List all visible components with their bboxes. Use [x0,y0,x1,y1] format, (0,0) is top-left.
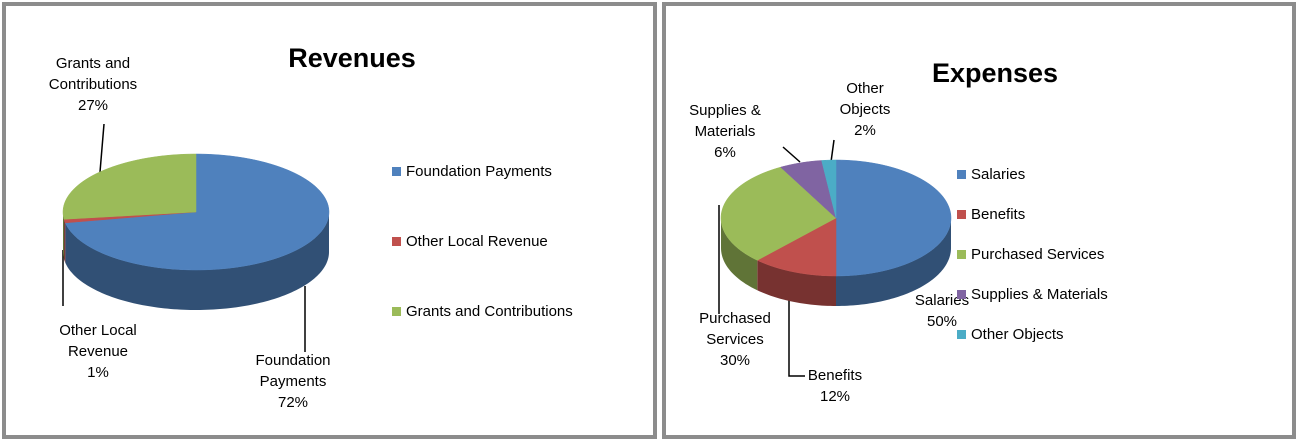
data-label-name: Other Local Revenue [59,322,137,360]
legend-entry: Benefits [957,206,1025,223]
leader-line [788,292,805,377]
data-label-name: Supplies & Materials [689,102,761,140]
data-label-value: 6% [714,144,736,161]
slice [821,159,837,219]
data-label-value: 50% [926,313,958,330]
legend-swatch [392,237,401,246]
legend-entry: Purchased Services [957,246,1104,263]
legend-label: Benefits [971,206,1026,223]
legend-swatch [392,167,401,176]
legend-label: Grants and Contributions [406,303,573,320]
data-label-name: Grants and Contributions [48,55,138,93]
data-label-value: 1% [87,364,109,381]
legend-swatch [957,250,966,259]
data-label-value: 30% [719,352,751,369]
slice-side [757,260,836,306]
data-label-name: Salaries [914,292,970,309]
slice-side [836,218,951,306]
slice [780,160,837,219]
legend-label: Foundation Payments [406,163,552,180]
data-label-name: Benefits [807,367,863,384]
data-label-name: Purchased Services [699,310,771,348]
legend-swatch [392,307,401,316]
legend-entry: Grants and Contributions [392,303,573,320]
data-label-value: 2% [854,122,876,139]
data-label-value: 72% [277,394,309,411]
legend-swatch [957,290,966,299]
legend-label: Supplies & Materials [971,286,1108,303]
chart-title: Revenues [288,43,416,73]
legend-label: Other Local Revenue [406,233,548,250]
slice [720,166,837,261]
legend-entry: Other Local Revenue [392,233,548,250]
leader-line [99,123,105,173]
data-label-value: 27% [77,97,109,114]
slice-side [63,212,65,260]
slice [64,153,330,271]
slice [756,217,837,277]
data-label-value: 12% [819,388,851,405]
slice [835,159,952,277]
slice [62,153,197,220]
chart-title: Expenses [932,58,1058,88]
data-label-name: Other Objects [839,80,891,118]
legend-entry: Other Objects [957,326,1064,343]
slice-side [721,218,758,291]
legend-entry: Supplies & Materials [957,286,1108,303]
legend-swatch [957,170,966,179]
leader-line [830,139,835,163]
data-label-name: Foundation Payments [255,352,331,390]
legend-label: Other Objects [971,326,1064,343]
leader-lines [62,123,835,377]
legend-swatch [957,330,966,339]
legend-entry: Salaries [957,166,1025,183]
legend-entry: Foundation Payments [392,163,552,180]
slice-side [65,212,329,310]
legend-label: Purchased Services [971,246,1105,263]
slice-side [64,219,66,263]
legend-swatch [957,210,966,219]
legend-label: Salaries [971,166,1026,183]
leader-line [782,146,801,163]
